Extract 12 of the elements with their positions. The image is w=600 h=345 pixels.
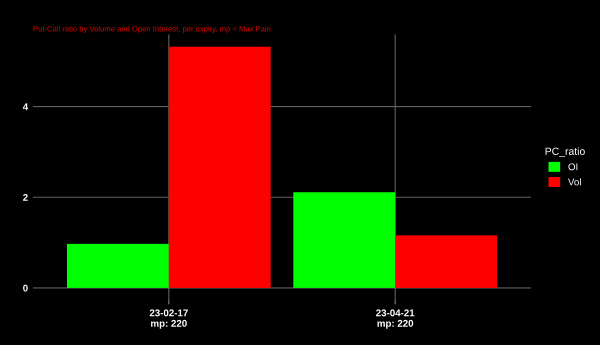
x-tick-label: 23-04-21 mp: 220 xyxy=(376,309,414,329)
legend-label: OI xyxy=(568,163,578,170)
bar xyxy=(293,192,396,288)
y-tick-label: 0 xyxy=(23,284,28,292)
bar xyxy=(168,46,271,288)
y-tick-label: 4 xyxy=(22,103,28,110)
legend-title: PC_ratio xyxy=(546,147,585,157)
x-tick-label: 23-02-17 mp: 220 xyxy=(150,309,188,329)
y-tick-label: 2 xyxy=(23,194,28,201)
bar xyxy=(66,244,169,288)
legend-label: Vol xyxy=(568,178,581,186)
bar xyxy=(395,235,498,288)
